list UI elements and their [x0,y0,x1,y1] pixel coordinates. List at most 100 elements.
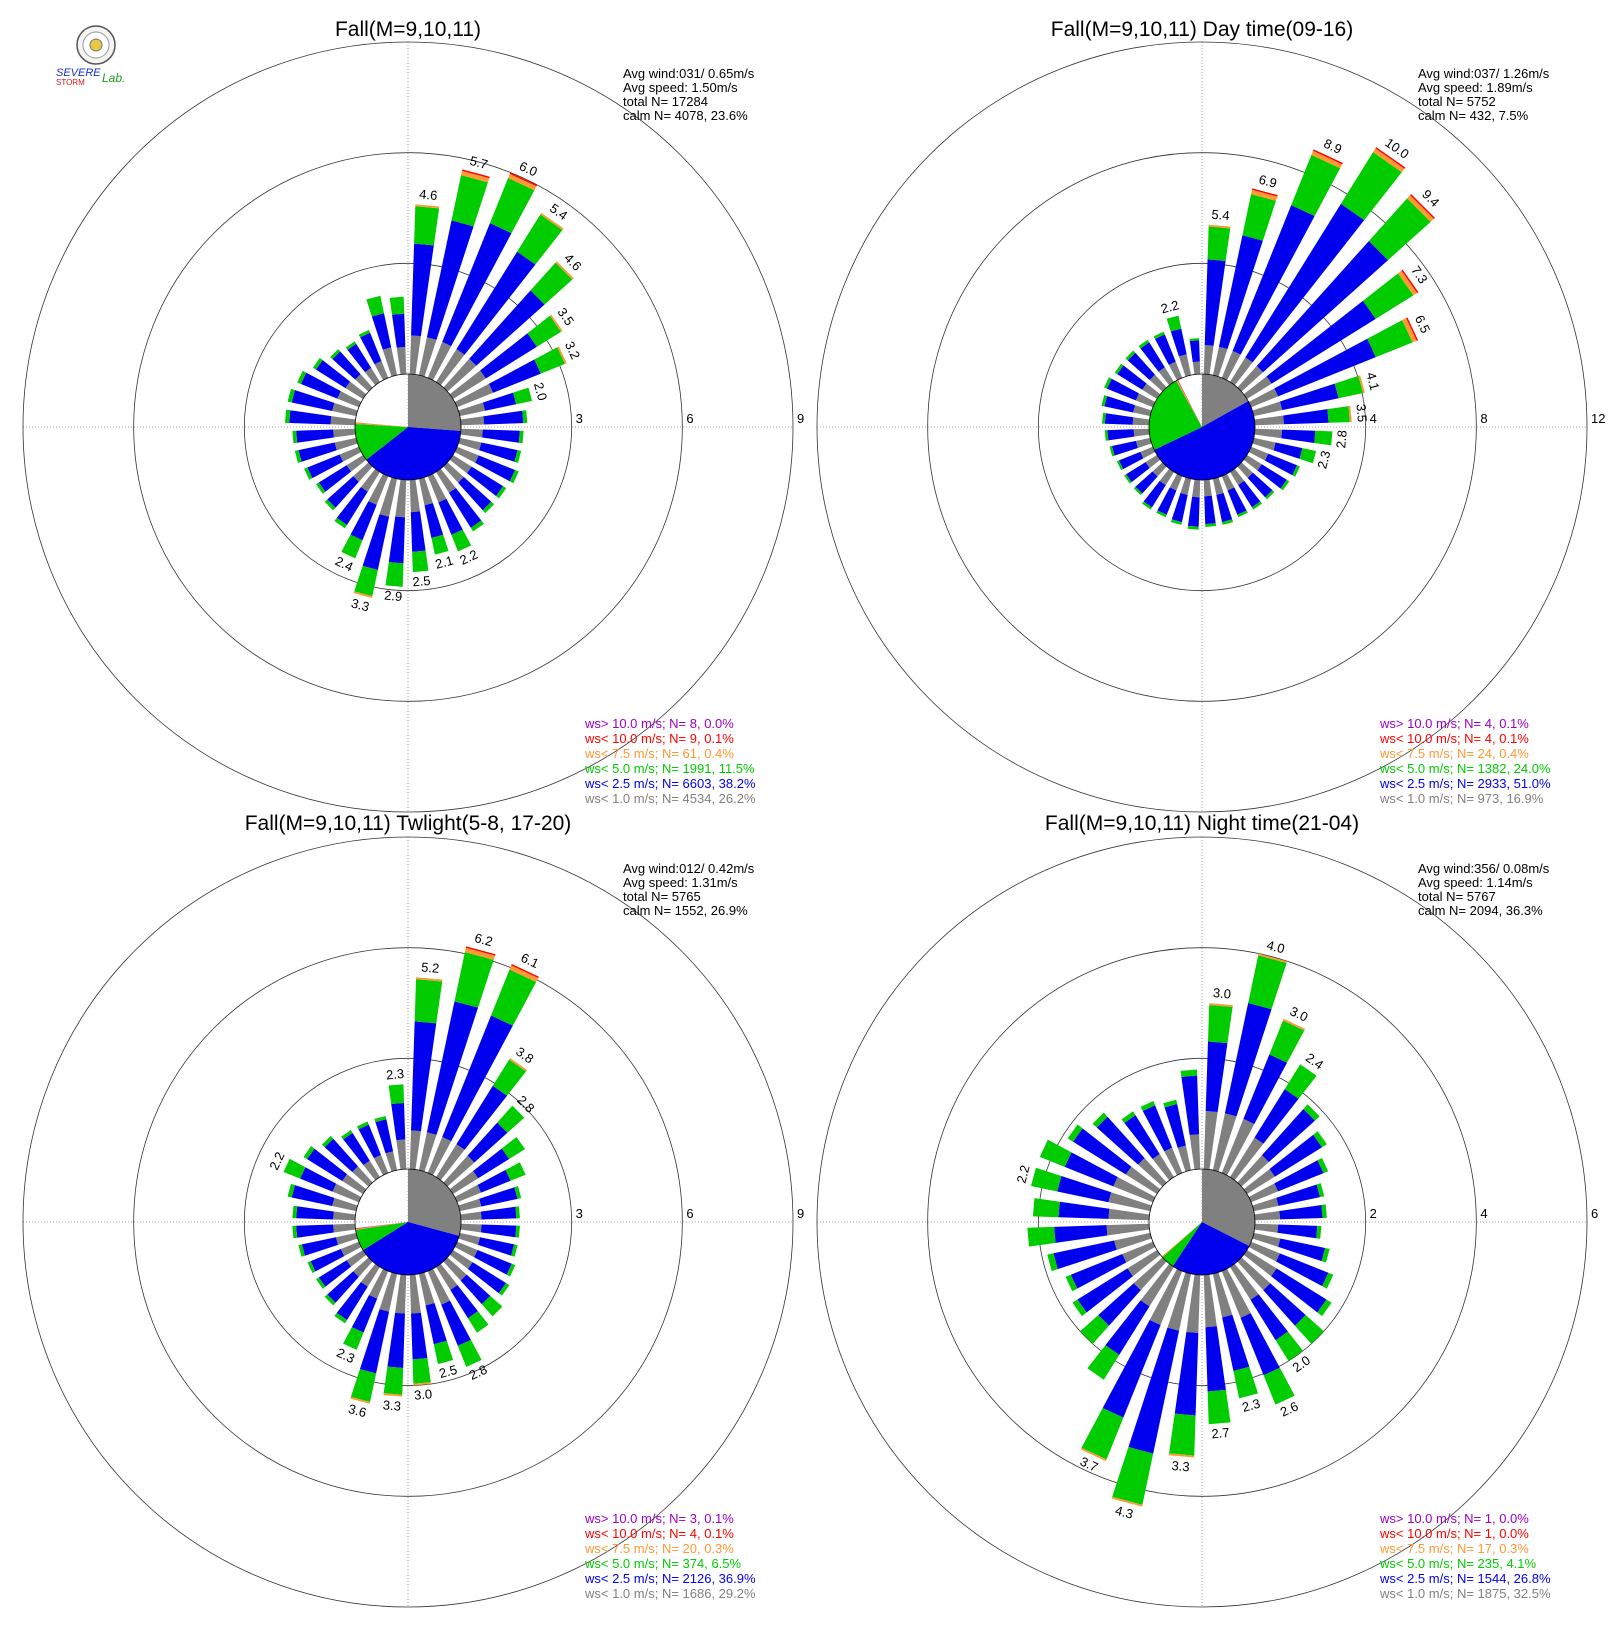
bar-segment-green [451,529,472,552]
bar-segment-green [343,1327,364,1350]
panel-title: Fall(M=9,10,11) [335,18,481,41]
stat-line: total N= 5752 [1418,94,1496,109]
bar-segment-blue [424,503,444,538]
bar-segment-calm-gray [1237,1155,1269,1187]
legend-entry: ws< 1.0 m/s; N= 1875, 32.5% [1379,1586,1551,1601]
bar-segment-blue [480,1206,517,1220]
bar-segment-calm-gray [1152,462,1167,477]
bar-segment-green [514,1186,522,1199]
bar-segment-green [1368,198,1431,261]
bar-segment-blue [1104,413,1134,425]
bar-segment-green [1222,519,1234,525]
bar-segment-calm-gray [1212,477,1224,495]
bar-segment-blue [1164,1103,1186,1148]
stat-line: calm N= 1552, 26.9% [623,903,748,918]
bar-segment-orange [1258,953,1288,963]
bar-value-label: 2.7 [1211,1425,1230,1442]
bar-segment-green [1039,1139,1072,1167]
bar-segment-calm-gray [1230,1263,1259,1300]
bar-segment-blue [1274,338,1376,397]
bar-segment-blue [332,351,361,380]
bar-segment-calm-gray [436,349,465,386]
bar-segment-calm-gray [418,1132,437,1172]
bar-segment-green [1133,486,1143,496]
bar-value-label: 6.9 [1257,172,1278,191]
bar-value-label: 2.6 [1278,1398,1301,1419]
bar-segment-orange [1282,1018,1306,1031]
ring-circle [243,1057,573,1387]
bar-segment-calm-gray [1221,1268,1251,1318]
bar-segment-calm-gray [1132,417,1150,426]
bar-segment-blue [327,1271,359,1303]
bar-segment-green [1242,194,1276,241]
bar-segment-green [522,410,528,424]
bar-segment-orange [557,346,567,364]
bar-segment-calm-gray [1248,1183,1279,1203]
legend-entry: ws> 10.0 m/s; N= 8, 0.0% [584,716,734,731]
bar-segment-blue [336,486,368,525]
bar-segment-blue [291,1185,335,1207]
bar-segment-calm-gray [1212,1272,1233,1318]
bar-segment-blue [1171,493,1188,523]
bar-segment-calm-gray [1212,346,1228,377]
ring-circle [1037,262,1367,592]
calm-pie-slice [355,422,408,427]
bar-segment-orange [461,170,490,183]
bar-segment-green [1114,363,1124,375]
bar-segment-green [1124,474,1132,484]
bar-segment-green [334,517,348,529]
bar-segment-calm-gray [353,462,373,482]
legend-entry: ws< 2.5 m/s; N= 1544, 26.8% [1379,1571,1551,1586]
bar-segment-blue [301,1237,338,1256]
bar-segment-green [517,214,563,265]
bar-segment-green [389,296,405,315]
bar-segment-green [1101,395,1108,407]
bar-segment-calm-gray [1158,367,1174,386]
bar-segment-blue [1098,1283,1141,1326]
ring-circle [927,152,1477,702]
bar-segment-calm-gray [340,1241,362,1257]
bar-segment-green [292,430,298,444]
ring-label: 9 [797,1206,804,1221]
bar-segment-blue [1189,340,1200,363]
bar-segment-calm-gray [1203,1110,1218,1170]
bar-segment-blue [1170,328,1187,357]
bar-segment-blue [441,1300,471,1346]
bar-segment-green [1125,350,1136,361]
bar-segment-green [321,1135,334,1148]
bar-segment-green [374,1115,387,1123]
bar-segment-green [451,175,488,227]
bar-segment-green [1313,1131,1327,1148]
bar-segment-calm-gray [1108,1192,1152,1212]
bar-segment-green [1104,377,1112,389]
bar-segment-blue [1111,440,1138,456]
calm-circle-outline [354,373,462,481]
bar-segment-blue [1157,487,1177,515]
bar-segment-calm-gray [374,361,389,381]
bar-segment-green [1367,320,1413,358]
bar-segment-blue [1096,1116,1145,1165]
bar-segment-green [454,952,494,1008]
bar-segment-blue [1240,1313,1280,1376]
stat-line: total N= 5765 [623,889,701,904]
bar-segment-blue [456,251,536,355]
bar-segment-calm-gray [458,402,486,417]
bar-segment-calm-gray [360,1263,380,1287]
bar-segment-calm-gray [369,1268,389,1299]
calm-pie-slice [1149,380,1202,450]
bar-segment-orange [1208,224,1231,229]
bar-segment-blue [482,429,520,443]
bar-segment-calm-gray [458,1232,481,1245]
panel-title: Fall(M=9,10,11) Night time(21-04) [1045,812,1359,835]
bar-segment-green [1233,1366,1259,1399]
bar-segment-calm-gray [1221,1118,1255,1176]
calm-pie-slice [363,1222,460,1275]
calm-pie-slice [408,374,461,431]
calm-circle-outline [1148,1168,1256,1276]
bar-segment-calm-gray [1149,374,1167,392]
ring-circle [816,836,1588,1608]
bar-segment-orange [416,977,443,982]
bar-segment-calm-gray [1149,1268,1183,1326]
bar-segment-green [1141,501,1153,510]
